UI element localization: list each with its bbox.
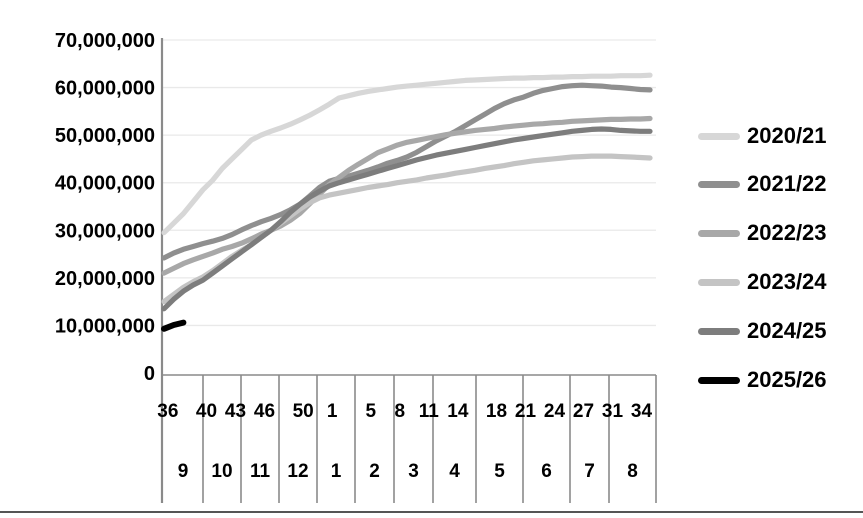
- series-line-2022-23: [161, 115, 653, 276]
- chart-legend: 2020/21 2021/22 2022/23 2023/24 2024/25 2025/…: [698, 0, 858, 518]
- y-axis-tick-label: 10,000,000: [55, 315, 155, 337]
- month-axis-label: 1: [331, 461, 342, 482]
- legend-swatch: [698, 180, 740, 188]
- y-axis-tick-label: 40,000,000: [55, 173, 155, 195]
- week-axis-label: 8: [395, 401, 406, 422]
- week-axis-label: 43: [225, 401, 246, 422]
- series-line-2023-24: [161, 153, 653, 305]
- y-axis-tick-label: 50,000,000: [55, 125, 155, 147]
- legend-label: 2024/25: [747, 318, 827, 343]
- y-axis-tick-label: 0: [144, 363, 155, 385]
- month-axis-label: 3: [408, 461, 419, 482]
- month-axis-label: 7: [584, 461, 595, 482]
- month-axis-label: 6: [541, 461, 552, 482]
- legend-item-2023-24: 2023/24: [698, 268, 827, 296]
- week-axis-label: 18: [486, 401, 507, 422]
- y-axis-tick-label: 30,000,000: [55, 220, 155, 242]
- series-line-2020-21: [161, 72, 653, 236]
- legend-swatch: [698, 229, 740, 237]
- y-axis-tick-label: 70,000,000: [55, 30, 155, 52]
- month-axis-label: 9: [178, 461, 189, 482]
- legend-label: 2022/23: [747, 220, 827, 245]
- month-axis-label: 5: [494, 461, 505, 482]
- legend-swatch: [698, 376, 740, 384]
- y-axis-tick-label: 60,000,000: [55, 78, 155, 100]
- legend-label: 2020/21: [747, 123, 827, 148]
- week-axis-label: 1: [327, 401, 338, 422]
- week-axis-label: 5: [366, 401, 377, 422]
- week-axis-label: 50: [293, 401, 314, 422]
- legend-item-2021-22: 2021/22: [698, 170, 827, 198]
- series-line-2025-26: [161, 319, 187, 332]
- legend-item-2022-23: 2022/23: [698, 219, 827, 247]
- legend-label: 2025/26: [747, 367, 827, 392]
- legend-item-2025-26: 2025/26: [698, 366, 827, 394]
- week-axis-label: 46: [254, 401, 275, 422]
- month-axis-label: 4: [449, 461, 460, 482]
- week-axis-label: 14: [447, 401, 469, 422]
- week-axis-label: 11: [419, 401, 440, 422]
- month-axis-label: 10: [211, 461, 232, 482]
- month-axis-label: 12: [287, 461, 308, 482]
- week-axis-label: 36: [157, 401, 178, 422]
- month-axis-label: 11: [250, 461, 271, 482]
- week-axis-label: 34: [631, 401, 653, 422]
- legend-swatch: [698, 132, 740, 140]
- month-axis-label: 8: [627, 461, 638, 482]
- legend-label: 2021/22: [747, 171, 827, 196]
- y-axis-tick-label: 20,000,000: [55, 268, 155, 290]
- series-line-2024-25: [161, 126, 653, 312]
- week-axis-label: 24: [544, 401, 566, 422]
- week-axis-label: 40: [196, 401, 217, 422]
- week-axis-label: 21: [515, 401, 537, 422]
- series-line-2021-22: [161, 82, 653, 261]
- week-axis-label: 31: [602, 401, 624, 422]
- week-axis-label: 27: [573, 401, 594, 422]
- page-bottom-divider: [0, 511, 863, 513]
- legend-item-2020-21: 2020/21: [698, 122, 827, 150]
- legend-label: 2023/24: [747, 269, 827, 294]
- legend-swatch: [698, 327, 740, 335]
- legend-swatch: [698, 278, 740, 286]
- month-axis-label: 2: [369, 461, 380, 482]
- legend-item-2024-25: 2024/25: [698, 317, 827, 345]
